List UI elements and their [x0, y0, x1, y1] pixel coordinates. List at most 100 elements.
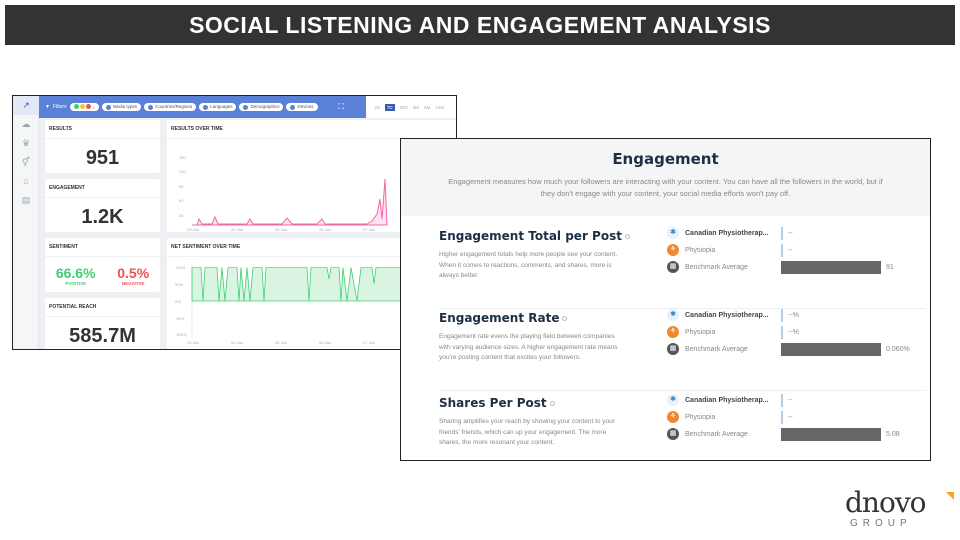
metric-row: ▦ Benchmark Average 5.08: [667, 426, 900, 442]
x-tick: 26 Jan: [319, 340, 331, 345]
info-icon[interactable]: [549, 401, 555, 406]
metric-section: Engagement Total per Post Higher engagem…: [439, 226, 926, 309]
filters-button[interactable]: Filters: [52, 104, 67, 110]
metric-value: 0.060%: [886, 345, 910, 353]
range-6m[interactable]: 6M: [424, 104, 431, 110]
benchmark-icon: ▦: [667, 261, 679, 273]
x-tick: 27 Jan: [363, 340, 375, 345]
sentiment-card: SENTIMENT 66.6% POSITIVE 0.5% NEGATIVE: [45, 238, 160, 292]
metric-name: Physiopia: [685, 413, 716, 421]
positive-label: POSITIVE: [65, 281, 87, 286]
x-tick: 25 Jan: [275, 340, 287, 345]
metric-row: ⚘ Physiopia --%: [667, 324, 799, 340]
dnovo-logo: dnovo GROUP: [845, 488, 960, 536]
results-card: RESULTS 951: [45, 120, 160, 173]
y-tick: 30: [179, 213, 184, 218]
y-tick: 90: [179, 184, 184, 189]
section-title: Engagement Rate: [439, 311, 560, 325]
map-icon[interactable]: ⌂: [23, 176, 29, 186]
chart-icon[interactable]: ↗: [13, 96, 39, 115]
influencer-icon[interactable]: ♛: [21, 138, 31, 148]
range-7d[interactable]: 7D: [384, 103, 395, 111]
y-tick: 0%: [175, 299, 181, 304]
engagement-report: Engagement Engagement measures how much …: [400, 138, 931, 461]
sidebar: ↗ ☁ ♛ ⚥ ⌂ ▤: [13, 96, 39, 349]
metric-name: Canadian Physiotherap...: [685, 396, 769, 404]
metric-name: Benchmark Average: [685, 430, 748, 438]
metric-value: 5.08: [886, 430, 900, 438]
metric-bar: [781, 226, 783, 240]
metric-value: --%: [788, 328, 799, 336]
filter-bar: ▼ Filters 1 Media types Countries/Region…: [39, 96, 366, 118]
metric-bar: [781, 342, 881, 356]
gender-icon[interactable]: ⚥: [21, 157, 31, 167]
y-tick: 50%: [175, 282, 183, 287]
filter-countries[interactable]: Countries/Regions: [144, 103, 197, 111]
filter-languages[interactable]: Languages: [199, 103, 237, 111]
metric-row: ▦ Benchmark Average 0.060%: [667, 341, 910, 357]
y-tick: 60: [179, 198, 184, 203]
engagement-value: 1.2K: [81, 206, 124, 228]
physiopia-logo-icon: ⚘: [667, 244, 679, 256]
benchmark-icon: ▦: [667, 343, 679, 355]
physiopia-logo-icon: ⚘: [667, 411, 679, 423]
metric-name: Physiopia: [685, 246, 716, 254]
benchmark-icon: ▦: [667, 428, 679, 440]
filter-media-types[interactable]: Media types: [101, 103, 142, 111]
negative-label: NEGATIVE: [121, 281, 145, 286]
metric-name: Canadian Physiotherap...: [685, 229, 769, 237]
reach-label: POTENTIAL REACH: [45, 298, 160, 317]
sentiment-label: SENTIMENT: [45, 238, 160, 257]
range-3m[interactable]: 3M: [412, 104, 420, 110]
metric-value: 91: [886, 263, 894, 271]
section-title: Shares Per Post: [439, 396, 547, 410]
physiopia-logo-icon: ⚘: [667, 326, 679, 338]
filter-devices[interactable]: Devices: [286, 103, 318, 111]
metric-row: ▦ Benchmark Average 91: [667, 259, 894, 275]
info-icon[interactable]: [624, 234, 630, 239]
sentiment-filter[interactable]: 1: [69, 103, 99, 111]
metric-value: --: [788, 246, 793, 254]
y-tick: 100%: [175, 265, 186, 270]
sentiment-chart-title: NET SENTIMENT OVER TIME: [167, 238, 456, 257]
filter-count: 1: [92, 105, 95, 110]
slide-title: SOCIAL LISTENING AND ENGAGEMENT ANALYSIS: [5, 5, 955, 45]
metric-value: --: [788, 413, 793, 421]
cloud-icon[interactable]: ☁: [21, 119, 31, 129]
engagement-card: ENGAGEMENT 1.2K: [45, 179, 160, 232]
x-tick: 25 Jan: [275, 227, 287, 232]
section-title: Engagement Total per Post: [439, 229, 622, 243]
results-chart: 150 120 90 60 30 23 Jan 24 Jan 25 Jan 26…: [179, 155, 388, 232]
fullscreen-icon[interactable]: ⛶: [338, 102, 345, 111]
engagement-title: Engagement: [612, 150, 719, 168]
metric-bar: [781, 410, 783, 424]
metric-bar: [781, 243, 783, 257]
sentiment-area: [191, 267, 408, 302]
negative-value: 0.5%: [117, 265, 150, 281]
x-tick: 27 Jan: [363, 227, 375, 232]
metric-name: Benchmark Average: [685, 263, 748, 271]
results-chart-title: RESULTS OVER TIME: [167, 120, 456, 139]
metric-value: --: [788, 396, 793, 404]
info-icon[interactable]: [562, 316, 568, 321]
metric-value: --: [788, 229, 793, 237]
y-tick: 120: [179, 169, 186, 174]
filter-icon: ▼: [45, 104, 50, 110]
results-label: RESULTS: [45, 120, 160, 139]
filter-demographics[interactable]: Demographics: [239, 103, 284, 111]
section-description: Higher engagement totals help more peopl…: [439, 251, 618, 279]
comments-icon[interactable]: ▤: [21, 195, 31, 205]
range-12m[interactable]: 12M: [435, 104, 445, 110]
x-tick: 24 Jan: [231, 340, 243, 345]
range-1d[interactable]: 1D: [374, 104, 380, 110]
reach-card: POTENTIAL REACH 585.7M: [45, 298, 160, 349]
company-logo-icon: ✱: [667, 394, 679, 406]
results-line: [192, 178, 388, 226]
company-logo-icon: ✱: [667, 309, 679, 321]
logo-triangle-icon: [946, 492, 954, 500]
logo-subtext: GROUP: [850, 518, 912, 529]
range-30d[interactable]: 30D: [399, 104, 408, 110]
engagement-intro: Engagement measures how much your follow…: [448, 177, 883, 198]
metric-row: ✱ Canadian Physiotherap... --%: [667, 307, 799, 323]
metric-bar: [781, 308, 783, 322]
